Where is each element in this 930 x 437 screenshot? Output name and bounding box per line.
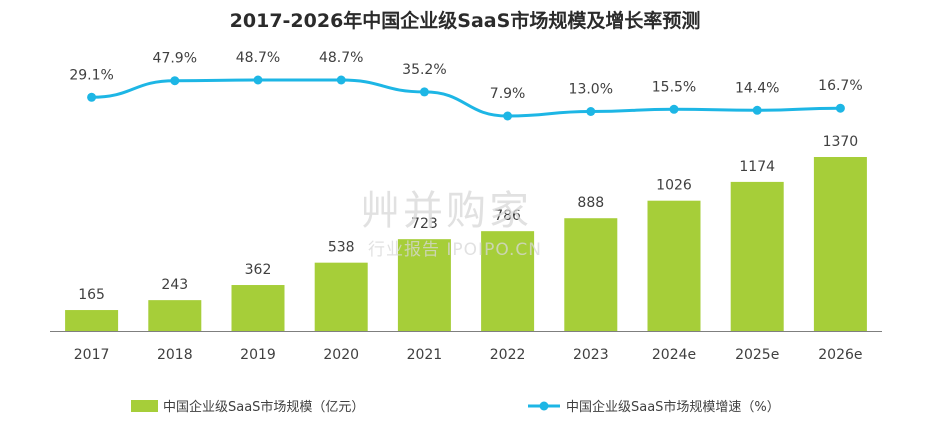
bar: [314, 262, 368, 331]
x-tick-label: 2021: [407, 347, 443, 363]
growth-point: [586, 107, 596, 116]
growth-value-label: 29.1%: [69, 67, 113, 83]
bar: [397, 239, 451, 331]
x-tick-label: 2024e: [652, 347, 696, 363]
growth-point: [170, 76, 180, 86]
x-tick-label: 2023: [573, 347, 609, 363]
growth-value-label: 35.2%: [402, 62, 446, 78]
growth-value-label: 7.9%: [490, 86, 526, 102]
growth-value-label: 48.7%: [319, 50, 363, 66]
bar-value-label: 723: [411, 216, 438, 232]
bar: [564, 218, 618, 331]
bar-value-label: 888: [577, 195, 604, 211]
x-tick-label: 2026e: [818, 347, 862, 363]
bar: [730, 181, 784, 331]
bar: [148, 300, 202, 331]
bar: [231, 285, 285, 331]
bar: [647, 200, 701, 331]
bar-value-label: 362: [245, 262, 272, 278]
growth-point: [253, 75, 263, 85]
growth-point: [503, 111, 513, 121]
x-tick-label: 2018: [157, 347, 193, 363]
bar-value-label: 786: [494, 208, 521, 224]
x-tick-label: 2017: [74, 347, 110, 363]
bar-value-label: 1026: [656, 178, 692, 194]
legend-bar-swatch: [131, 400, 158, 412]
x-tick-label: 2020: [323, 347, 359, 363]
bar: [813, 157, 867, 331]
bar: [65, 310, 119, 331]
bar-value-label: 165: [78, 287, 105, 303]
chart-title: 2017-2026年中国企业级SaaS市场规模及增长率预测: [229, 10, 701, 32]
growth-value-label: 48.7%: [236, 50, 280, 66]
growth-line-series: [91, 78, 841, 118]
x-tick-label: 2022: [490, 347, 526, 363]
bar-value-label: 1370: [823, 134, 859, 150]
growth-point: [835, 103, 845, 113]
legend-bar-label: 中国企业级SaaS市场规模（亿元）: [163, 399, 364, 415]
bar-value-label: 243: [161, 277, 188, 293]
x-tick-label: 2019: [240, 347, 276, 363]
bar: [481, 231, 535, 331]
growth-value-label: 16.7%: [818, 78, 862, 94]
growth-point: [419, 87, 429, 97]
growth-point: [669, 104, 679, 114]
growth-point: [87, 92, 97, 102]
bar-value-label: 1174: [739, 159, 775, 175]
growth-value-label: 15.5%: [652, 79, 696, 95]
x-tick-label: 2025e: [735, 347, 779, 363]
legend-line-marker: [539, 401, 549, 411]
growth-point: [336, 75, 346, 85]
legend-line-label: 中国企业级SaaS市场规模增速（%）: [566, 399, 780, 415]
growth-point: [752, 105, 762, 115]
bar-value-label: 538: [328, 240, 355, 256]
growth-value-label: 14.4%: [735, 80, 779, 96]
growth-value-label: 47.9%: [153, 51, 197, 67]
growth-value-label: 13.0%: [569, 82, 613, 98]
